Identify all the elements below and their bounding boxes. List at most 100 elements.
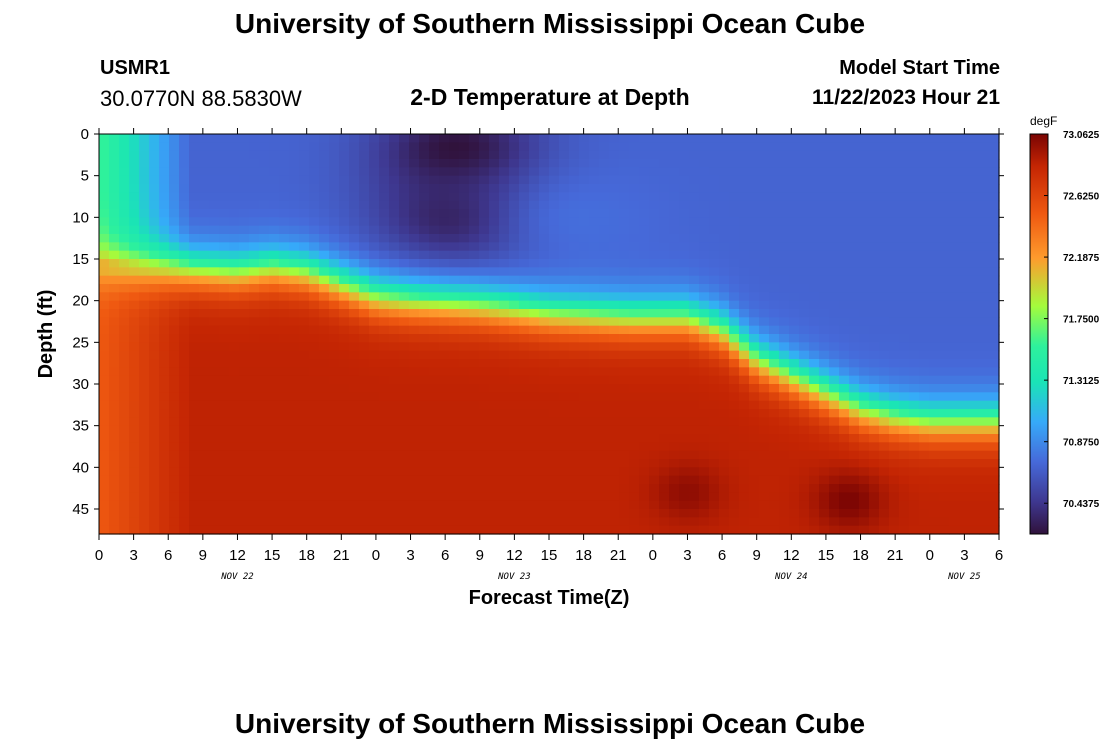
heatmap-cell: [859, 367, 870, 377]
heatmap-cell: [429, 167, 440, 177]
heatmap-cell: [269, 275, 280, 285]
heatmap-cell: [319, 375, 330, 385]
heatmap-cell: [469, 325, 480, 335]
heatmap-cell: [709, 359, 720, 368]
heatmap-cell: [629, 342, 640, 352]
heatmap-cell: [359, 409, 370, 418]
heatmap-cell: [149, 392, 160, 402]
heatmap-cell: [729, 292, 740, 302]
heatmap-cell: [629, 167, 640, 177]
heatmap-cell: [409, 192, 420, 202]
heatmap-cell: [279, 350, 290, 360]
heatmap-cell: [729, 192, 740, 202]
heatmap-cell: [259, 334, 270, 343]
heatmap-cell: [259, 134, 270, 143]
heatmap-cell: [239, 275, 250, 285]
heatmap-cell: [859, 142, 870, 152]
heatmap-cell: [179, 275, 190, 285]
heatmap-cell: [199, 467, 210, 477]
heatmap-cell: [679, 225, 690, 235]
heatmap-cell: [809, 417, 820, 427]
heatmap-cell: [109, 375, 120, 385]
heatmap-cell: [699, 200, 710, 210]
heatmap-cell: [389, 200, 400, 210]
heatmap-cell: [99, 334, 110, 343]
heatmap-cell: [619, 300, 630, 310]
heatmap-cell: [799, 434, 810, 443]
heatmap-cell: [579, 167, 590, 177]
heatmap-cell: [429, 192, 440, 202]
heatmap-cell: [979, 159, 990, 168]
heatmap-cell: [579, 434, 590, 443]
heatmap-cell: [199, 417, 210, 427]
heatmap-cell: [499, 475, 510, 485]
heatmap-cell: [249, 209, 260, 218]
heatmap-cell: [329, 342, 340, 352]
heatmap-cell: [379, 517, 390, 527]
heatmap-cell: [289, 350, 300, 360]
heatmap-cell: [589, 467, 600, 477]
heatmap-cell: [579, 309, 590, 318]
heatmap-cell: [499, 209, 510, 218]
heatmap-cell: [519, 184, 530, 193]
heatmap-cell: [509, 167, 520, 177]
heatmap-cell: [809, 142, 820, 152]
heatmap-cell: [99, 467, 110, 477]
heatmap-cell: [619, 384, 630, 393]
heatmap-cell: [509, 325, 520, 335]
heatmap-cell: [589, 525, 600, 535]
heatmap-cell: [759, 200, 770, 210]
heatmap-cell: [849, 175, 860, 185]
heatmap-cell: [279, 384, 290, 393]
heatmap-cell: [449, 400, 460, 410]
heatmap-cell: [139, 200, 150, 210]
heatmap-cell: [459, 384, 470, 393]
heatmap-cell: [379, 300, 390, 310]
heatmap-cell: [529, 367, 540, 377]
heatmap-cell: [779, 200, 790, 210]
heatmap-cell: [949, 175, 960, 185]
heatmap-cell: [829, 342, 840, 352]
heatmap-cell: [179, 175, 190, 185]
heatmap-cell: [939, 184, 950, 193]
heatmap-cell: [649, 317, 660, 327]
heatmap-cell: [989, 384, 1000, 393]
heatmap-cell: [199, 384, 210, 393]
heatmap-cell: [409, 492, 420, 502]
heatmap-cell: [559, 434, 570, 443]
heatmap-cell: [779, 459, 790, 468]
heatmap-cell: [169, 425, 180, 435]
heatmap-cell: [419, 267, 430, 277]
heatmap-cell: [839, 484, 850, 493]
heatmap-cell: [939, 275, 950, 285]
heatmap-cell: [299, 434, 310, 443]
heatmap-cell: [709, 492, 720, 502]
heatmap-cell: [919, 284, 930, 293]
heatmap-cell: [369, 150, 380, 160]
heatmap-cell: [369, 459, 380, 468]
heatmap-cell: [119, 384, 130, 393]
heatmap-cell: [269, 392, 280, 402]
heatmap-cell: [159, 509, 170, 518]
heatmap-cell: [549, 459, 560, 468]
heatmap-cell: [929, 325, 940, 335]
heatmap-cell: [199, 359, 210, 368]
heatmap-cell: [769, 342, 780, 352]
heatmap-cell: [479, 425, 490, 435]
heatmap-cell: [549, 400, 560, 410]
heatmap-cell: [199, 175, 210, 185]
heatmap-cell: [249, 350, 260, 360]
heatmap-cell: [169, 492, 180, 502]
heatmap-cell: [739, 367, 750, 377]
heatmap-cell: [229, 409, 240, 418]
heatmap-cell: [529, 484, 540, 493]
heatmap-cell: [269, 325, 280, 335]
heatmap-cell: [119, 167, 130, 177]
heatmap-cell: [589, 500, 600, 510]
heatmap-cell: [169, 175, 180, 185]
heatmap-cell: [889, 417, 900, 427]
heatmap-cell: [779, 334, 790, 343]
heatmap-cell: [549, 392, 560, 402]
heatmap-cell: [339, 350, 350, 360]
heatmap-cell: [339, 159, 350, 168]
